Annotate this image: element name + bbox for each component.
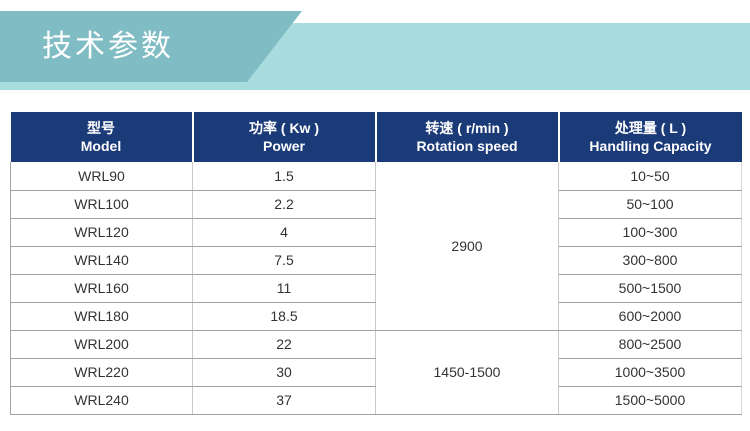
capacity-cell: 1500~5000: [558, 386, 742, 415]
model-cell: WRL100: [10, 190, 193, 219]
capacity-cell: 600~2000: [558, 302, 742, 331]
power-cell: 18.5: [192, 302, 376, 331]
model-cell: WRL200: [10, 330, 193, 359]
header-model-zh: 型号: [87, 120, 115, 136]
page-title: 技术参数: [42, 30, 174, 63]
table-row: WRL90 1.5 2900 10~50: [10, 162, 742, 331]
capacity-cell: 100~300: [558, 218, 742, 247]
table-row: WRL220 30 1000~3500: [10, 358, 742, 387]
power-cell: 11: [192, 274, 376, 303]
model-cell: WRL220: [10, 358, 193, 387]
rotation-cell: 2900: [375, 162, 559, 331]
table-row: WRL200 22 1450-1500 800~2500: [10, 330, 742, 415]
power-cell: 30: [192, 358, 376, 387]
model-cell: WRL120: [10, 218, 193, 247]
capacity-cell: 800~2500: [558, 330, 742, 359]
capacity-cell: 10~50: [558, 162, 742, 191]
power-cell: 1.5: [192, 162, 376, 191]
capacity-cell: 300~800: [558, 246, 742, 275]
model-cell: WRL140: [10, 246, 193, 275]
section-banner: 技术参数: [0, 0, 750, 100]
model-cell: WRL180: [10, 302, 193, 331]
model-cell: WRL160: [10, 274, 193, 303]
power-cell: 37: [192, 386, 376, 415]
table-row: WRL140 7.5 300~800: [10, 246, 742, 275]
banner-dark-ribbon: 技术参数: [0, 11, 302, 82]
header-capacity: 处理量 ( L ) Handling Capacity: [558, 112, 742, 162]
header-power-en: Power: [262, 138, 305, 154]
power-cell: 22: [192, 330, 376, 359]
power-cell: 4: [192, 218, 376, 247]
header-rotation: 转速 ( r/min ) Rotation speed: [375, 112, 560, 162]
power-cell: 2.2: [192, 190, 376, 219]
header-row: 型号 Model 功率 ( Kw ) Power 转速 ( r/min ) Ro…: [10, 112, 742, 162]
model-cell: WRL90: [10, 162, 193, 191]
header-power-zh: 功率 ( Kw ): [249, 120, 319, 136]
header-capacity-en: Handling Capacity: [589, 138, 712, 154]
table-row: WRL160 11 500~1500: [10, 274, 742, 303]
spec-table: 型号 Model 功率 ( Kw ) Power 转速 ( r/min ) Ro…: [10, 112, 742, 415]
header-capacity-zh: 处理量 ( L ): [614, 120, 687, 136]
header-rotation-zh: 转速 ( r/min ): [425, 120, 509, 136]
capacity-cell: 50~100: [558, 190, 742, 219]
table-row: WRL100 2.2 50~100: [10, 190, 742, 219]
power-cell: 7.5: [192, 246, 376, 275]
header-power: 功率 ( Kw ) Power: [192, 112, 377, 162]
model-cell: WRL240: [10, 386, 193, 415]
rotation-cell: 1450-1500: [375, 330, 559, 415]
table-row: WRL180 18.5 600~2000: [10, 302, 742, 331]
table-row: WRL240 37 1500~5000: [10, 386, 742, 415]
capacity-cell: 1000~3500: [558, 358, 742, 387]
table-row: WRL120 4 100~300: [10, 218, 742, 247]
header-model-en: Model: [80, 138, 122, 154]
capacity-cell: 500~1500: [558, 274, 742, 303]
header-model: 型号 Model: [10, 112, 194, 162]
header-rotation-en: Rotation speed: [416, 138, 518, 154]
